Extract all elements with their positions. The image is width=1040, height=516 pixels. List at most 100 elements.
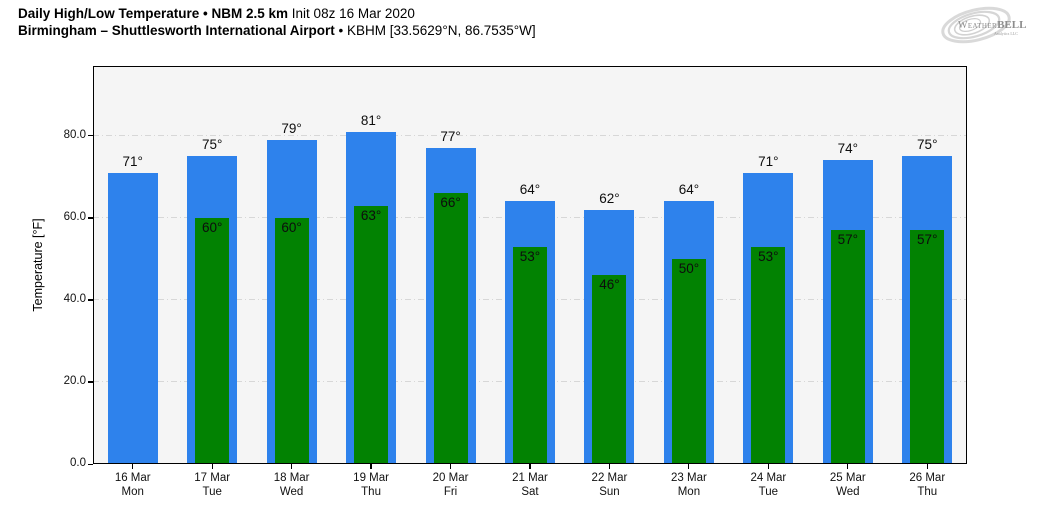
xtick-day: Thu bbox=[917, 486, 938, 498]
x-axis-tick bbox=[132, 464, 134, 469]
x-axis-tick bbox=[211, 464, 213, 469]
xtick-date: 18 Mar bbox=[273, 472, 310, 484]
logo-bell-text: BELL bbox=[997, 19, 1026, 31]
x-axis-tick bbox=[449, 464, 452, 469]
xtick-label: 16 Mar Mon bbox=[93, 471, 173, 499]
low-bar bbox=[354, 205, 389, 464]
chart-subtitle-station: Birmingham – Shuttlesworth International… bbox=[18, 22, 335, 38]
xtick-day: Tue bbox=[758, 486, 779, 498]
xtick-date: 21 Mar bbox=[512, 472, 548, 484]
low-bar bbox=[433, 193, 468, 464]
xtick-label: 24 Mar Tue bbox=[728, 471, 808, 499]
y-axis-tick bbox=[88, 463, 93, 465]
ytick-label: 0.0 bbox=[70, 457, 86, 469]
high-value-label: 75° bbox=[201, 137, 223, 153]
low-bar bbox=[195, 217, 230, 464]
ytick-label: 20.0 bbox=[63, 374, 86, 387]
low-value-label: 46° bbox=[599, 277, 620, 293]
low-value-label: 60° bbox=[281, 219, 302, 235]
high-value-label: 74° bbox=[837, 141, 859, 157]
xtick-day: Sun bbox=[599, 486, 620, 498]
low-value-label: 66° bbox=[440, 195, 461, 211]
low-value-label: 63° bbox=[360, 207, 382, 223]
x-axis-tick bbox=[608, 464, 611, 469]
low-bar bbox=[513, 246, 547, 464]
low-bar bbox=[751, 246, 786, 464]
xtick-label: 23 Mar Mon bbox=[649, 471, 729, 499]
x-axis-tick bbox=[688, 464, 690, 469]
x-axis-tick bbox=[370, 464, 372, 469]
low-value-label: 57° bbox=[917, 232, 938, 248]
low-bar bbox=[830, 230, 865, 464]
xtick-date: 26 Mar bbox=[909, 472, 946, 484]
xtick-day: Wed bbox=[279, 486, 304, 498]
chart-title-init: Init 08z 16 Mar 2020 bbox=[288, 6, 415, 21]
high-value-label: 71° bbox=[758, 153, 779, 169]
y-axis-tick bbox=[88, 299, 93, 301]
low-bar bbox=[910, 230, 945, 464]
plot-area: 71° 75° 60° 79° 60° 81° 63° 77° 66° 64° 53° 62° 46° 6… bbox=[93, 66, 967, 464]
xtick-label: 18 Mar Wed bbox=[252, 471, 332, 499]
xtick-date: 20 Mar bbox=[432, 472, 469, 484]
xtick-date: 24 Mar bbox=[750, 472, 787, 484]
ytick-label: 80.0 bbox=[63, 128, 86, 141]
xtick-label: 17 Mar Tue bbox=[172, 471, 252, 499]
xtick-date: 23 Mar bbox=[671, 472, 707, 484]
xtick-label: 20 Mar Fri bbox=[411, 471, 491, 499]
high-value-label: 75° bbox=[917, 137, 938, 153]
x-axis-tick bbox=[926, 464, 928, 469]
y-axis-tick bbox=[88, 135, 93, 137]
xtick-day: Tue bbox=[202, 486, 222, 498]
high-value-label: 71° bbox=[122, 153, 143, 169]
xtick-day: Fri bbox=[443, 486, 458, 498]
xtick-date: 17 Mar bbox=[194, 472, 231, 484]
high-value-label: 81° bbox=[360, 112, 382, 128]
ytick-label: 40.0 bbox=[63, 292, 86, 305]
low-bar bbox=[592, 275, 627, 464]
high-value-label: 64° bbox=[519, 182, 541, 198]
high-value-label: 79° bbox=[281, 120, 302, 136]
xtick-date: 16 Mar bbox=[114, 472, 151, 484]
x-axis-tick bbox=[529, 464, 531, 469]
chart-title-bold: Daily High/Low Temperature • NBM 2.5 km bbox=[18, 6, 289, 21]
xtick-day: Mon bbox=[121, 486, 144, 498]
low-value-label: 50° bbox=[678, 260, 700, 276]
low-value-label: 60° bbox=[201, 219, 223, 235]
xtick-label: 26 Mar Thu bbox=[887, 471, 967, 499]
xtick-date: 25 Mar bbox=[829, 472, 866, 484]
logo-subtext: Analytics LLC bbox=[994, 31, 1018, 36]
logo-weather-text: Weather bbox=[958, 20, 997, 31]
low-value-label: 53° bbox=[519, 248, 541, 264]
ytick-label: 60.0 bbox=[63, 210, 86, 223]
high-bar bbox=[107, 172, 158, 464]
xtick-day: Mon bbox=[677, 486, 701, 498]
xtick-date: 19 Mar bbox=[353, 472, 389, 484]
x-axis-tick bbox=[291, 464, 293, 469]
high-value-label: 64° bbox=[678, 182, 700, 198]
high-value-label: 62° bbox=[599, 190, 620, 206]
xtick-label: 22 Mar Sun bbox=[569, 471, 649, 499]
x-axis-tick bbox=[847, 464, 849, 469]
chart-title: Daily High/Low Temperature • NBM 2.5 km … bbox=[18, 6, 536, 23]
low-value-label: 53° bbox=[758, 248, 779, 264]
y-axis-tick bbox=[88, 381, 93, 383]
chart-subtitle: Birmingham – Shuttlesworth International… bbox=[18, 23, 536, 40]
xtick-label: 25 Mar Wed bbox=[808, 471, 888, 499]
high-value-label: 77° bbox=[440, 129, 461, 145]
low-bar bbox=[274, 217, 309, 464]
chart-subtitle-coords: • KBHM [33.5629°N, 86.7535°W] bbox=[334, 22, 536, 38]
x-axis-tick bbox=[767, 464, 769, 469]
low-bar bbox=[671, 258, 706, 464]
weatherbell-logo: WeatherBELL Analytics LLC bbox=[934, 2, 1034, 48]
xtick-label: 19 Mar Thu bbox=[331, 471, 411, 499]
weatherbell-logo-swirl-icon: WeatherBELL Analytics LLC bbox=[941, 6, 1026, 44]
chart-header: Daily High/Low Temperature • NBM 2.5 km … bbox=[18, 6, 536, 39]
xtick-label: 21 Mar Sat bbox=[490, 471, 570, 499]
logo-brand-text: WeatherBELL bbox=[958, 19, 1026, 31]
xtick-day: Wed bbox=[836, 486, 860, 498]
xtick-day: Sat bbox=[521, 486, 539, 498]
y-axis-tick bbox=[88, 217, 93, 219]
gridline bbox=[93, 135, 967, 137]
xtick-day: Thu bbox=[361, 486, 381, 498]
